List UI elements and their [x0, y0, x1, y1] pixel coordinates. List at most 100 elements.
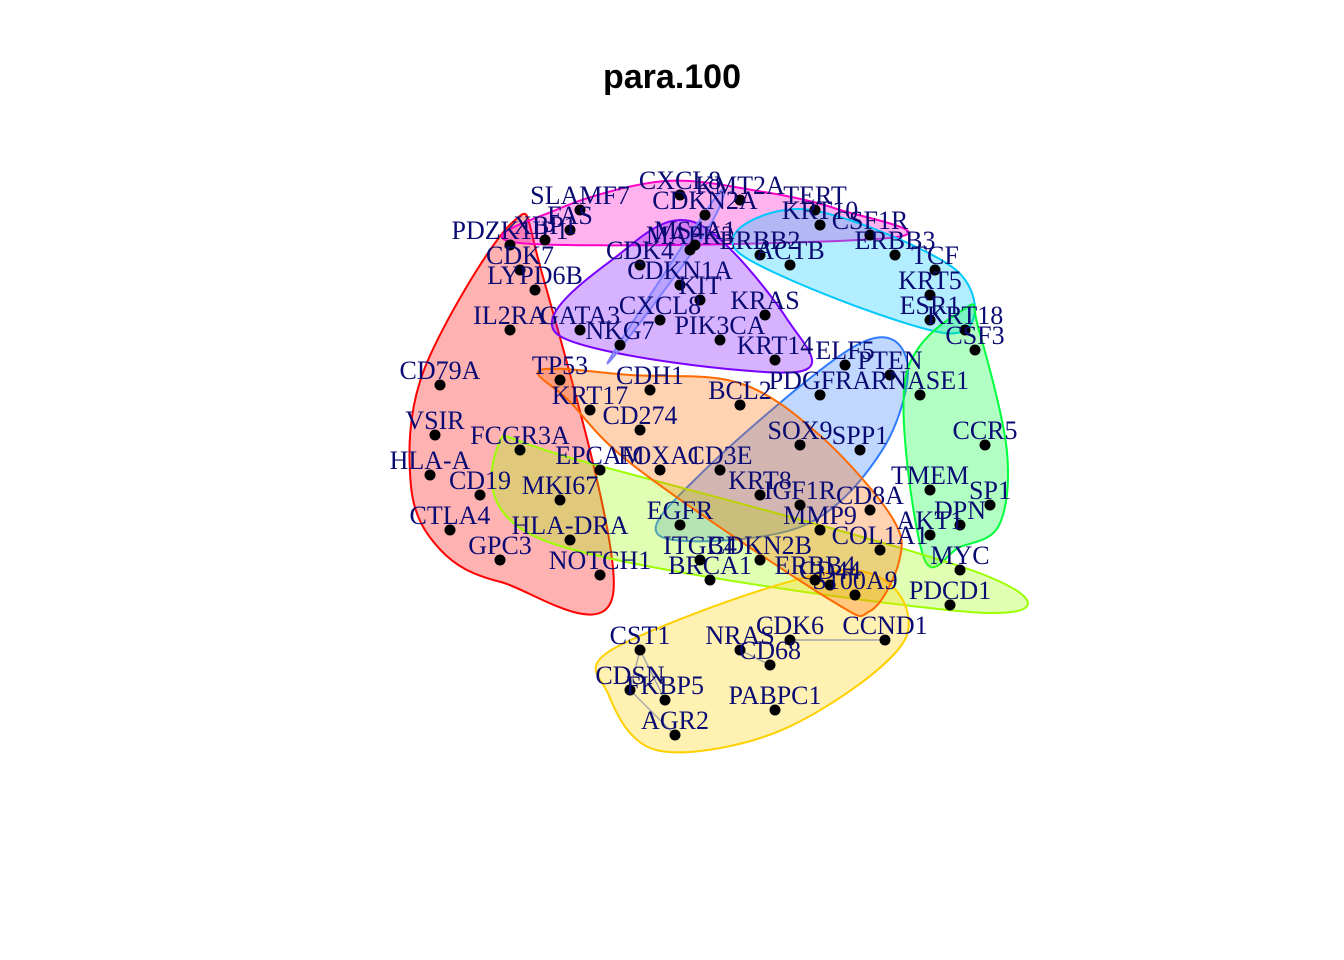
network-node: CDKN2A [652, 186, 758, 221]
node-label: TP53 [532, 351, 588, 380]
network-node: PDCD1 [909, 576, 991, 611]
node-label: CD79A [400, 356, 481, 385]
node-label: ERBB4 [775, 551, 856, 580]
network-node: CSF3 [945, 321, 1005, 356]
node-point [434, 379, 446, 391]
node-label: CTLA4 [410, 501, 491, 530]
node-point [714, 464, 726, 476]
network-node: CDKN2B [708, 531, 812, 566]
node-label: EGFR [647, 496, 714, 525]
node-point [824, 579, 836, 591]
node-label: SLAMF7 [530, 181, 630, 210]
node-point [674, 519, 686, 531]
node-label: HLA-A [390, 446, 471, 475]
network-node: CXCL8 [639, 166, 721, 201]
network-node: CDK7 [486, 241, 554, 276]
node-label: GPC3 [468, 531, 532, 560]
node-point [914, 389, 926, 401]
node-point [814, 219, 826, 231]
node-label: FOXA1 [618, 441, 702, 470]
plot-title: para.100 [603, 58, 741, 96]
node-point [594, 464, 606, 476]
node-label: TMEM [891, 461, 969, 490]
network-node: DPN [934, 496, 986, 531]
node-label: MKI67 [522, 471, 599, 500]
node-point [864, 504, 876, 516]
node-label: CXCL8 [619, 291, 701, 320]
network-node: ESR1 [900, 291, 960, 326]
network-node: NKG7 [585, 316, 655, 351]
network-node: PABPC1 [729, 681, 822, 716]
network-node: CDK4 [606, 236, 674, 271]
network-node: LYPD6B [487, 261, 583, 296]
node-point [654, 314, 666, 326]
node-point [809, 204, 821, 216]
community-hull [731, 208, 976, 335]
node-point [574, 324, 586, 336]
node-point [624, 684, 636, 696]
node-point [839, 359, 851, 371]
node-label: ELF5 [815, 336, 874, 365]
node-label: FAS [547, 201, 593, 230]
network-node: CDH1 [616, 361, 684, 396]
node-label: CCND1 [842, 611, 927, 640]
node-point [539, 234, 551, 246]
network-node: CCND1 [842, 611, 928, 646]
network-node: CTLA4 [410, 501, 491, 536]
network-node: CD79A [400, 356, 481, 391]
node-point [754, 249, 766, 261]
node-label: CDK4 [606, 236, 674, 265]
node-label: CD274 [602, 401, 677, 430]
network-node: AKT1 [897, 506, 963, 541]
node-label: NOTCH1 [549, 546, 652, 575]
node-point [444, 524, 456, 536]
community-hulls [408, 179, 1029, 754]
node-point [924, 314, 936, 326]
node-point [424, 469, 436, 481]
node-label: CDSN [595, 661, 665, 690]
node-point [694, 554, 706, 566]
node-point [574, 204, 586, 216]
node-point [634, 644, 646, 656]
network-node: ACTB [755, 236, 825, 271]
node-point [984, 499, 996, 511]
network-node: MS4A1 [654, 216, 736, 251]
network-node: CD19 [449, 466, 511, 501]
node-point [514, 444, 526, 456]
network-node: HLA-A [390, 446, 471, 481]
network-node: IL2RA [473, 301, 547, 336]
node-point [529, 284, 541, 296]
network-node: S100A9 [812, 566, 898, 601]
community-hull [606, 188, 726, 365]
network-node: EPCAM [555, 441, 645, 476]
network-node: VSIR [405, 406, 465, 441]
node-label: CD19 [449, 466, 511, 495]
node-label: HLA-DRA [512, 511, 629, 540]
network-node: TCF [911, 241, 959, 276]
node-point [769, 354, 781, 366]
node-label: PDGFRA [769, 366, 872, 395]
node-point [754, 554, 766, 566]
network-node: TERT [783, 181, 847, 216]
node-label: MS4A1 [654, 216, 736, 245]
node-point [614, 339, 626, 351]
network-node: CSF1R [832, 206, 909, 241]
node-label: CD3E [688, 441, 753, 470]
node-label: PIK3CA [674, 311, 765, 340]
node-point [494, 554, 506, 566]
node-label: CD44 [799, 556, 861, 585]
network-node: XBP1 [513, 211, 577, 246]
node-label: NKG7 [585, 316, 654, 345]
network-node: MKI67 [522, 471, 599, 506]
node-point [924, 529, 936, 541]
node-point [864, 229, 876, 241]
network-node: CD3E [688, 441, 753, 476]
node-label: KRT8 [728, 466, 791, 495]
network-node: TP53 [532, 351, 588, 386]
node-point [659, 694, 671, 706]
network-node: CDKN1A [627, 256, 733, 291]
node-label: BCL2 [708, 376, 772, 405]
node-label: S100A9 [812, 566, 897, 595]
node-point [734, 644, 746, 656]
